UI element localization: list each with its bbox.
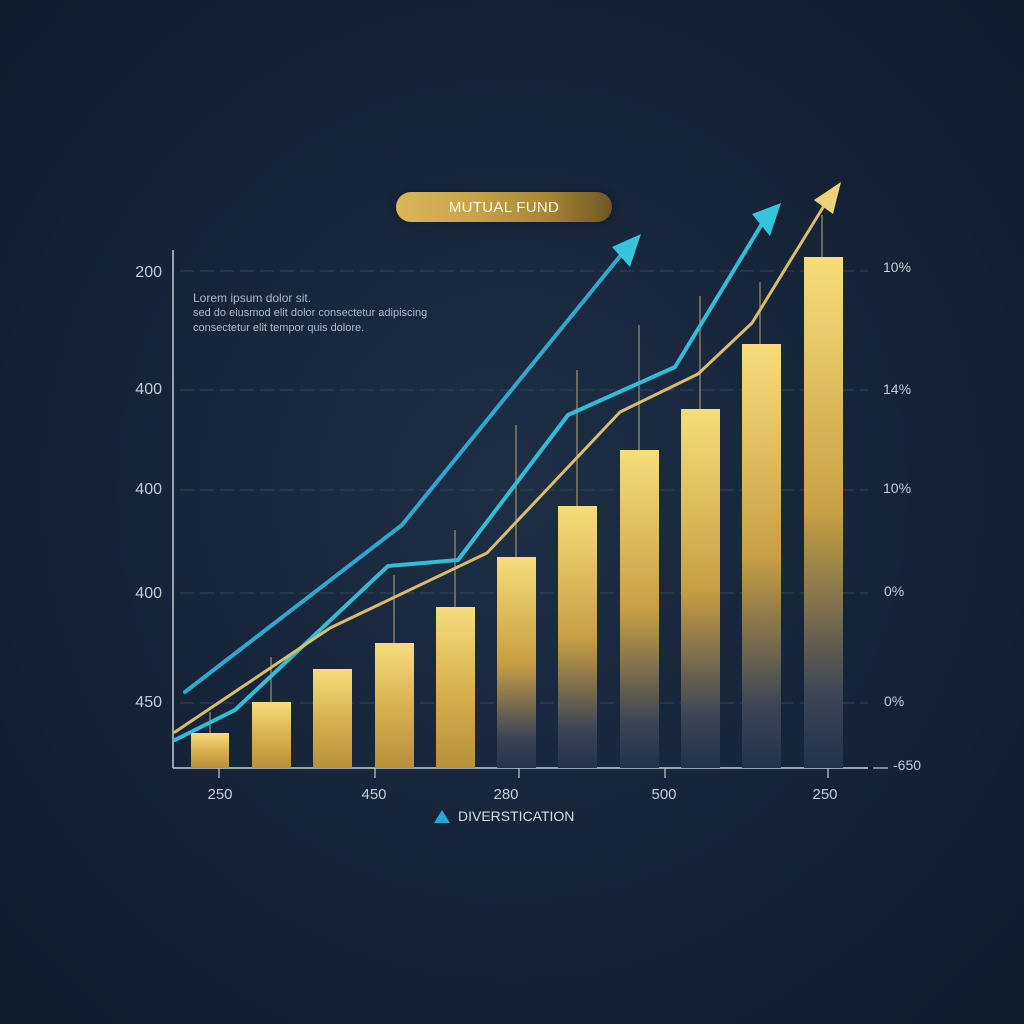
y-axis-label: 400 [135, 585, 162, 602]
bar [375, 643, 414, 768]
x-axis-label: 450 [361, 786, 387, 803]
x-axis-label: 250 [207, 786, 233, 803]
bar [191, 733, 229, 768]
line-series-cyan [173, 212, 770, 742]
y-axis-label: 400 [135, 481, 162, 498]
right-axis-label: -650 [893, 757, 922, 773]
arrow-up-icon [612, 234, 641, 267]
bar [497, 557, 536, 768]
bar [620, 450, 659, 768]
bar [313, 669, 352, 768]
chart-legend: DIVERSTICATION [434, 808, 574, 824]
right-axis-label: 14% [883, 381, 912, 397]
line-series-cyan-upper [183, 248, 627, 694]
bar [252, 702, 291, 768]
y-axis-label: 450 [135, 694, 162, 711]
bar [558, 506, 597, 768]
arrow-up-icon [752, 203, 781, 236]
bar [804, 257, 843, 768]
bar [681, 409, 720, 768]
bar-series [191, 257, 843, 768]
chart-annotation: Lorem ipsum dolor sit. sed do eiusmod el… [193, 291, 427, 336]
chart-title: MUTUAL FUND [448, 198, 560, 216]
y-axis-label: 200 [135, 264, 162, 281]
right-axis-label: 0% [884, 583, 905, 599]
right-axis-label: 0% [884, 693, 905, 709]
right-axis-label: 10% [883, 480, 912, 496]
annotation-line: sed do eiusmod elit dolor consectetur ad… [193, 307, 428, 319]
right-axis-label: 10% [883, 259, 912, 275]
line-series-gold [173, 194, 832, 734]
arrow-up-icon [814, 182, 841, 214]
x-axis-label: 500 [651, 786, 677, 803]
bar [436, 607, 475, 768]
x-axis-label: 280 [493, 786, 519, 803]
y-axis-label: 400 [135, 381, 162, 398]
bar [742, 344, 781, 768]
chart-title-badge: MUTUAL FUND [396, 192, 612, 222]
annotation-line: Lorem ipsum dolor sit. [193, 291, 312, 305]
x-axis-ticks [218, 767, 888, 778]
annotation-line: consectetur elit tempor quis dolore. [193, 322, 365, 334]
legend-label: DIVERSTICATION [458, 808, 575, 824]
x-axis-label: 250 [812, 786, 838, 803]
triangle-icon [434, 809, 450, 823]
bar-whiskers [209, 215, 823, 733]
